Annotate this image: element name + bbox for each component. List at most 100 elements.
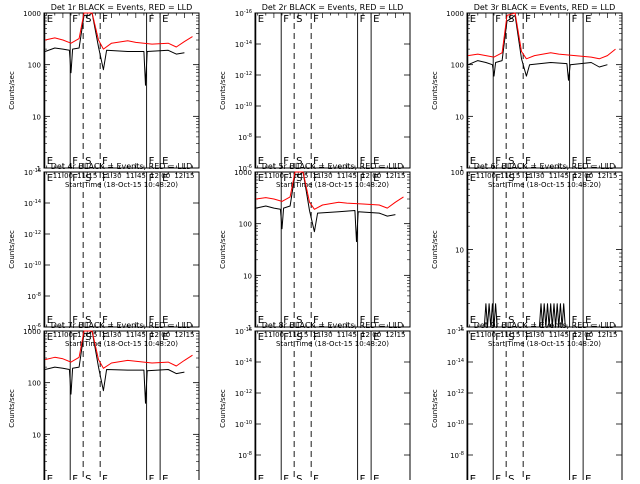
panel-2-xlabel: Start Time (18-Oct-15 10:48:20) bbox=[276, 181, 389, 189]
panel-8-marker-label-top-5: E bbox=[373, 332, 379, 343]
panel-8-ylabel: Counts/sec bbox=[219, 389, 227, 428]
panel-5-ytick-label-3: 1000 bbox=[234, 169, 252, 177]
panel-7-marker-label-bottom-3: F bbox=[102, 474, 108, 480]
panel-9-marker-label-bottom-0: E bbox=[470, 474, 476, 480]
panel-1-marker-label-bottom-0: E bbox=[47, 156, 53, 167]
panel-1-marker-label-bottom-2: S bbox=[85, 156, 91, 167]
panel-4-ytick-label-1: 10-14 bbox=[24, 199, 41, 208]
panel-7-marker-label-bottom-5: E bbox=[162, 474, 168, 480]
panel-2-marker-label-bottom-5: E bbox=[373, 156, 379, 167]
panel-3-marker-label-top-4: F bbox=[572, 14, 578, 25]
panel-6-marker-label-bottom-2: S bbox=[508, 315, 514, 326]
panel-5-marker-label-bottom-4: F bbox=[360, 315, 366, 326]
panel-2-ytick-label-2: 10-12 bbox=[235, 71, 252, 80]
panel-2-marker-label-top-0: E bbox=[258, 14, 264, 25]
panel-9-title: Det 9r BLACK = Events, RED = LLD bbox=[474, 321, 616, 330]
panel-2-marker-label-bottom-3: F bbox=[313, 156, 319, 167]
panel-5-marker-label-bottom-0: E bbox=[258, 315, 264, 326]
panel-2-ytick-label-0: 10-16 bbox=[235, 9, 252, 18]
panel-4-marker-label-bottom-5: E bbox=[162, 315, 168, 326]
panel-5-marker-label-top-1: F bbox=[283, 173, 289, 184]
panel-4-ylabel: Counts/sec bbox=[8, 230, 16, 269]
panel-1-marker-label-bottom-5: E bbox=[162, 156, 168, 167]
panel-8-marker-label-bottom-0: E bbox=[258, 474, 264, 480]
panel-1-series-1-line bbox=[44, 12, 185, 86]
panel-3-marker-label-top-3: F bbox=[525, 14, 531, 25]
panel-3-title: Det 3r BLACK = Events, RED = LLD bbox=[474, 3, 616, 12]
panel-9-ytick-label-2: 10-12 bbox=[447, 389, 464, 398]
panel-7-frame bbox=[43, 330, 200, 484]
panel-4-marker-label-bottom-4: F bbox=[149, 315, 155, 326]
panel-7-ytick-label-1: 10 bbox=[32, 431, 41, 439]
panel-5-marker-label-top-2: S bbox=[296, 173, 302, 184]
panel-1-ytick-label-1: 10 bbox=[32, 113, 41, 121]
panel-3-ylabel: Counts/sec bbox=[431, 71, 439, 110]
panel-4-ytick-label-3: 10-10 bbox=[24, 261, 41, 270]
panel-3-marker-label-bottom-0: E bbox=[470, 156, 476, 167]
panel-7-marker-label-bottom-2: S bbox=[85, 474, 91, 480]
panel-7-marker-label-top-2: S bbox=[85, 332, 91, 343]
panel-3-ytick-label-1: 10 bbox=[455, 113, 464, 121]
panel-4-marker-label-bottom-1: F bbox=[72, 315, 78, 326]
panel-3-marker-label-bottom-1: F bbox=[495, 156, 501, 167]
panel-1-marker-label-bottom-1: F bbox=[72, 156, 78, 167]
panel-9-marker-label-top-4: F bbox=[572, 332, 578, 343]
panel-9-marker-label-top-2: S bbox=[508, 332, 514, 343]
panel-7-title: Det 7r BLACK = Events, RED = LLD bbox=[51, 321, 193, 330]
panel-8-marker-label-top-2: S bbox=[296, 332, 302, 343]
panel-5-marker-label-top-5: E bbox=[373, 173, 379, 184]
panel-2-ytick-label-1: 10-14 bbox=[235, 40, 252, 49]
panel-5-title: Det 5r BLACK = Events, RED = LLD bbox=[262, 162, 404, 171]
panel-1-marker-label-bottom-3: F bbox=[102, 156, 108, 167]
panel-2-marker-label-bottom-1: F bbox=[283, 156, 289, 167]
panel-6-marker-label-top-4: F bbox=[572, 173, 578, 184]
panel-7-marker-label-bottom-1: F bbox=[72, 474, 78, 480]
panel-8-marker-label-top-1: F bbox=[283, 332, 289, 343]
panel-5-marker-label-bottom-2: S bbox=[296, 315, 302, 326]
panel-8-ytick-label-1: 10-14 bbox=[235, 358, 252, 367]
panel-1-marker-label-top-1: F bbox=[72, 14, 78, 25]
panel-1-marker-label-top-4: F bbox=[149, 14, 155, 25]
panel-2-ytick-label-4: 10-8 bbox=[238, 133, 252, 142]
panel-8-marker-label-bottom-1: F bbox=[283, 474, 289, 480]
panel-2-marker-label-top-4: F bbox=[360, 14, 366, 25]
panel-6-marker-label-top-1: F bbox=[495, 173, 501, 184]
panel-8-marker-label-bottom-4: F bbox=[360, 474, 366, 480]
panel-9-marker-label-bottom-4: F bbox=[572, 474, 578, 480]
panel-8-marker-label-bottom-5: E bbox=[373, 474, 379, 480]
panel-6-marker-label-bottom-0: E bbox=[470, 315, 476, 326]
panel-7-marker-label-bottom-4: F bbox=[149, 474, 155, 480]
panel-6-marker-label-bottom-3: F bbox=[525, 315, 531, 326]
panel-4-marker-label-top-1: F bbox=[72, 173, 78, 184]
panel-7-marker-label-bottom-0: E bbox=[47, 474, 53, 480]
panel-6-marker-label-bottom-4: F bbox=[572, 315, 578, 326]
panel-3-marker-label-bottom-4: F bbox=[572, 156, 578, 167]
panel-1-ytick-label-2: 100 bbox=[28, 62, 41, 70]
panel-5-frame bbox=[254, 171, 411, 328]
panel-6-marker-label-top-0: E bbox=[470, 173, 476, 184]
panel-4-ytick-label-4: 10-8 bbox=[27, 292, 41, 301]
panel-4-ytick-label-2: 10-12 bbox=[24, 230, 41, 239]
panel-1-ylabel: Counts/sec bbox=[8, 71, 16, 110]
panel-1-marker-label-bottom-4: F bbox=[149, 156, 155, 167]
panel-1-frame bbox=[43, 12, 200, 169]
panel-8-marker-label-bottom-3: F bbox=[313, 474, 319, 480]
panel-9-frame bbox=[466, 330, 623, 484]
panel-3-ytick-label-0: 1 bbox=[460, 165, 464, 173]
panel-5-marker-label-top-4: F bbox=[360, 173, 366, 184]
panel-6-marker-label-bottom-5: E bbox=[585, 315, 591, 326]
panel-5-marker-label-bottom-5: E bbox=[373, 315, 379, 326]
panel-4-marker-label-top-3: F bbox=[102, 173, 108, 184]
panel-8-ytick-label-3: 10-10 bbox=[235, 420, 252, 429]
panel-1-marker-label-top-0: E bbox=[47, 14, 53, 25]
panel-5-marker-label-bottom-3: F bbox=[313, 315, 319, 326]
panel-2-marker-label-bottom-4: F bbox=[360, 156, 366, 167]
panel-1-ytick-label-3: 1000 bbox=[23, 10, 41, 18]
panel-8-frame bbox=[254, 330, 411, 484]
panel-9-marker-label-top-1: F bbox=[495, 332, 501, 343]
panel-3-ytick-label-3: 1000 bbox=[446, 10, 464, 18]
panel-8-ytick-label-4: 10-8 bbox=[238, 451, 252, 460]
panel-3-frame bbox=[466, 12, 623, 169]
panel-5-marker-label-bottom-1: F bbox=[283, 315, 289, 326]
